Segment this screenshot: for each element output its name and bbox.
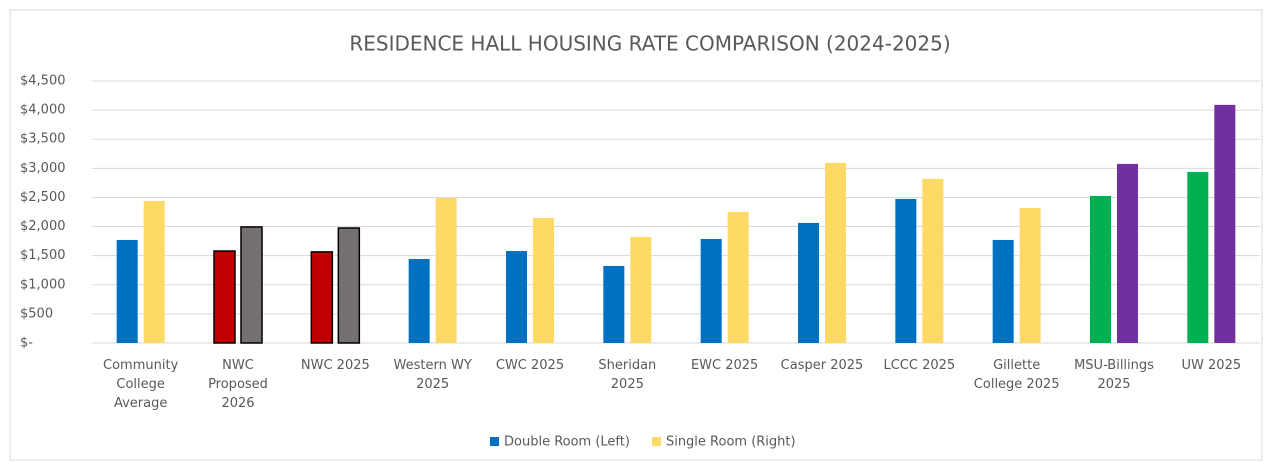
bar	[213, 250, 236, 344]
bar	[116, 239, 138, 343]
legend-label: Double Room (Left)	[504, 435, 630, 450]
bar	[922, 178, 944, 343]
x-tick-label: Sheridan 2025	[598, 358, 657, 392]
x-tick-label: Gillette College 2025	[973, 358, 1060, 392]
bar	[630, 236, 652, 343]
bar	[240, 226, 263, 344]
y-tick-label: $4,000	[20, 103, 66, 118]
y-tick-label: $500	[20, 306, 53, 321]
bar	[1019, 207, 1041, 343]
bar	[798, 222, 819, 343]
legend-label: Single Room (Right)	[666, 435, 796, 450]
x-tick-label: NWC 2025	[300, 358, 370, 373]
y-tick-label: $1,500	[20, 248, 66, 263]
bar	[1090, 195, 1111, 343]
legend-swatch	[651, 437, 661, 446]
bar	[1117, 163, 1138, 343]
x-tick-label: LCCC 2025	[883, 358, 956, 373]
legend-swatch	[490, 437, 499, 446]
y-tick-label: $3,500	[20, 132, 66, 147]
bar	[992, 239, 1014, 343]
bar	[1187, 171, 1209, 343]
x-tick-label: EWC 2025	[690, 358, 759, 373]
chart-title: RESIDENCE HALL HOUSING RATE COMPARISON (…	[349, 32, 950, 56]
x-tick-label: MSU-Billings 2025	[1074, 358, 1154, 392]
bar	[337, 227, 361, 344]
bar	[825, 162, 846, 343]
bar	[435, 198, 457, 343]
y-tick-label: $2,000	[20, 219, 66, 234]
bar	[408, 258, 430, 343]
x-tick-label: Western WY 2025	[393, 358, 472, 392]
bar	[310, 251, 334, 344]
bar	[603, 265, 625, 343]
y-tick-label: $2,500	[20, 190, 66, 205]
bar	[1214, 104, 1236, 343]
x-tick-label: UW 2025	[1181, 358, 1242, 373]
y-tick-label: $4,500	[20, 74, 66, 89]
x-tick-label: CWC 2025	[495, 358, 565, 373]
chart-border	[9, 9, 1263, 461]
bar	[727, 212, 749, 343]
bar	[895, 198, 917, 343]
bar	[700, 238, 722, 343]
bar	[506, 251, 527, 343]
bar	[533, 217, 554, 343]
x-tick-label: NWC Proposed 2026	[208, 358, 268, 411]
x-tick-label: Casper 2025	[780, 358, 864, 373]
bar	[143, 200, 165, 343]
y-tick-label: $-	[20, 336, 33, 351]
y-tick-label: $3,000	[20, 161, 66, 176]
x-tick-label: Community College Average	[103, 358, 179, 411]
y-tick-label: $1,000	[20, 277, 66, 292]
